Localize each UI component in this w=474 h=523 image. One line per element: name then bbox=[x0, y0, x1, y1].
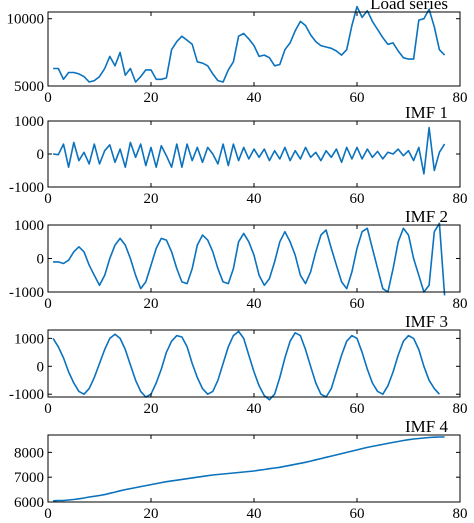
x-tick-label: 80 bbox=[453, 401, 468, 417]
series-line bbox=[52, 330, 440, 401]
panel-title: IMF 3 bbox=[405, 312, 448, 331]
y-tick-label: 1000 bbox=[14, 331, 44, 347]
x-tick-label: 40 bbox=[247, 90, 262, 106]
y-tick-label: 1000 bbox=[14, 218, 44, 234]
x-tick-label: 20 bbox=[144, 296, 159, 312]
x-tick-label: 40 bbox=[247, 191, 262, 207]
x-tick-label: 80 bbox=[453, 506, 468, 522]
panel-1: 0 20 40 60 80 5000 10000 Load series bbox=[7, 0, 468, 106]
series-line bbox=[53, 436, 445, 502]
x-tick-label: 60 bbox=[350, 401, 365, 417]
x-tick-label: 40 bbox=[247, 506, 262, 522]
x-tick-label: 80 bbox=[453, 296, 468, 312]
axes-frame bbox=[47, 120, 461, 188]
axes-frame bbox=[47, 11, 461, 87]
axes-frame bbox=[47, 434, 461, 503]
x-tick-label: 0 bbox=[44, 296, 52, 312]
y-tick-label: 7000 bbox=[14, 470, 44, 486]
series-line bbox=[52, 126, 446, 175]
x-tick-label: 20 bbox=[144, 401, 159, 417]
x-tick-label: 80 bbox=[453, 191, 468, 207]
x-tick-label: 20 bbox=[144, 191, 159, 207]
panel-title: IMF 4 bbox=[405, 417, 448, 436]
y-tick-label: -1000 bbox=[9, 387, 44, 403]
x-tick-label: 0 bbox=[44, 401, 52, 417]
panel-5: 0 20 40 60 80 6000 7000 8000 IMF 4 bbox=[14, 417, 468, 522]
x-tick-label: 20 bbox=[144, 506, 159, 522]
panel-title: Load series bbox=[370, 0, 448, 13]
x-tick-label: 40 bbox=[247, 296, 262, 312]
x-tick-label: 0 bbox=[44, 506, 52, 522]
y-tick-label: 0 bbox=[37, 359, 45, 375]
y-tick-label: -1000 bbox=[9, 285, 44, 301]
y-tick-label: 5000 bbox=[14, 79, 44, 95]
x-tick-label: 60 bbox=[350, 191, 365, 207]
y-tick-label: 8000 bbox=[14, 445, 44, 461]
series-line bbox=[53, 222, 446, 296]
x-tick-label: 40 bbox=[247, 401, 262, 417]
x-tick-label: 0 bbox=[44, 191, 52, 207]
y-tick-label: 0 bbox=[37, 147, 45, 163]
x-tick-label: 60 bbox=[350, 296, 365, 312]
x-tick-label: 0 bbox=[44, 90, 52, 106]
panel-title: IMF 2 bbox=[405, 207, 448, 226]
series-line bbox=[53, 5, 446, 83]
x-tick-label: 60 bbox=[350, 90, 365, 106]
y-tick-label: 1000 bbox=[14, 114, 44, 130]
x-tick-label: 20 bbox=[144, 90, 159, 106]
y-tick-label: -1000 bbox=[9, 180, 44, 196]
x-tick-label: 60 bbox=[350, 506, 365, 522]
x-tick-label: 80 bbox=[453, 90, 468, 106]
panel-title: IMF 1 bbox=[405, 103, 448, 122]
y-tick-label: 10000 bbox=[7, 12, 45, 28]
y-tick-label: 0 bbox=[37, 252, 45, 268]
y-tick-label: 6000 bbox=[14, 495, 44, 511]
